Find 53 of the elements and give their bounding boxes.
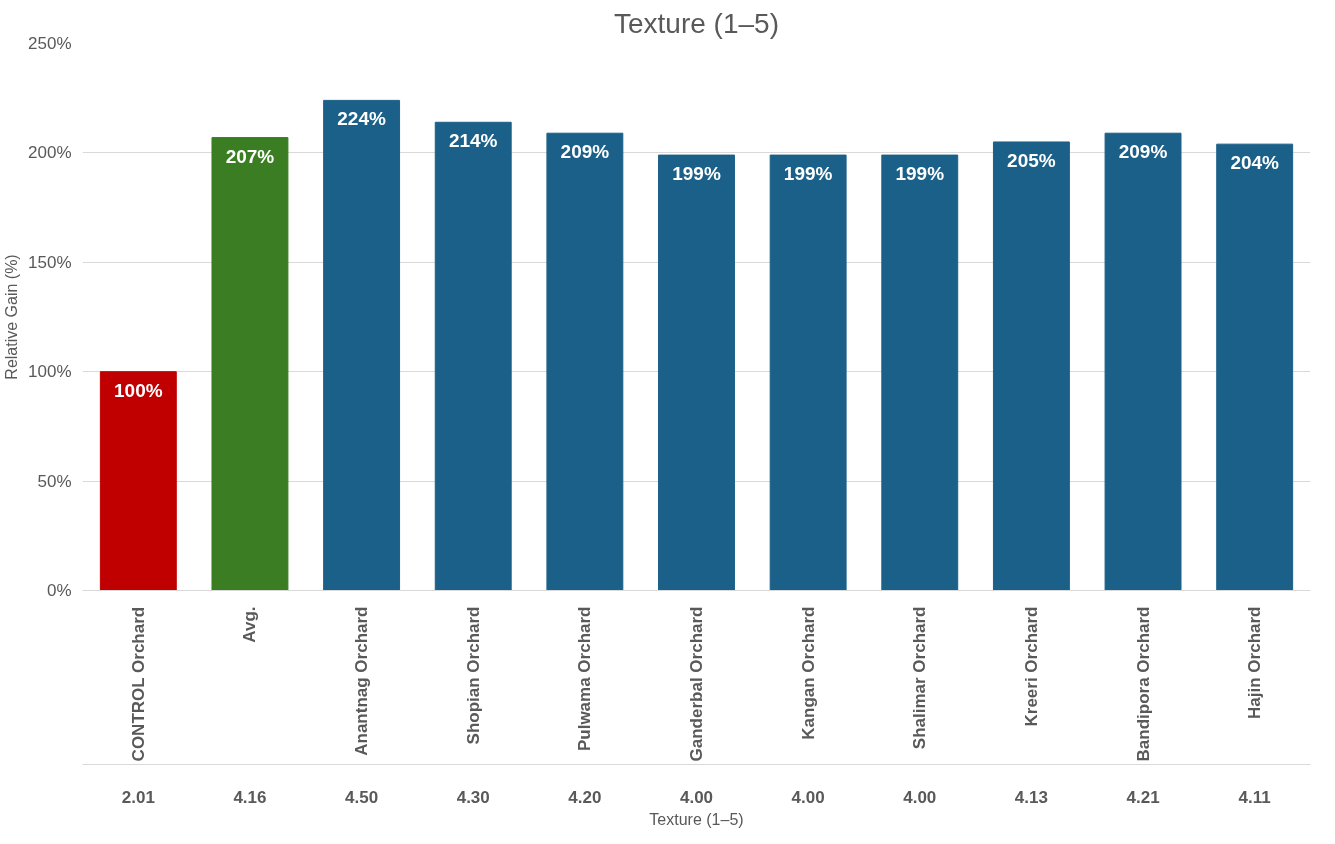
data-label: 199%: [672, 163, 721, 185]
bar: [323, 99, 401, 591]
data-label: 204%: [1230, 152, 1280, 174]
y-axis-title: Relative Gain (%): [3, 254, 21, 380]
x-axis-title: Texture (1–5): [649, 810, 744, 828]
x-tick-label: Hajin Orchard: [1245, 606, 1265, 719]
bar: [1216, 143, 1294, 591]
data-label: 209%: [560, 141, 610, 163]
data-label: 199%: [783, 163, 833, 185]
text: 4.50: [345, 787, 379, 807]
bar: [546, 132, 624, 591]
bar: [992, 141, 1070, 591]
x-tick-label: Kreeri Orchard: [1021, 606, 1041, 727]
data-label: 214%: [448, 130, 498, 152]
chart-title: Texture (1–5): [614, 7, 779, 39]
data-label: 100%: [114, 379, 163, 401]
bar: [658, 154, 735, 591]
y-tick-label: 200%: [28, 143, 72, 163]
y-tick-label: 100%: [28, 362, 72, 382]
data-label: 207%: [225, 145, 275, 167]
x-tick-label: Shalimar Orchard: [910, 606, 930, 750]
text: 4.20: [568, 787, 602, 807]
x-tick-label: Anantnag Orchard: [352, 606, 372, 756]
data-label: 224%: [337, 108, 386, 130]
y-tick-label: 50%: [37, 471, 72, 491]
y-tick-label: 250%: [28, 34, 72, 53]
text: 4.00: [791, 787, 825, 807]
y-tick-label: 0%: [46, 581, 72, 600]
text: 4.00: [679, 787, 714, 807]
bar: [881, 154, 959, 591]
bar: [99, 371, 177, 591]
x-tick-label: Bandipora Orchard: [1133, 606, 1153, 762]
data-label: 205%: [1007, 149, 1056, 171]
text: 2.01: [121, 787, 155, 807]
text: 4.21: [1126, 787, 1160, 807]
x-tick-label: CONTROL Orchard: [128, 606, 148, 762]
x-tick-label: Shopian Orchard: [463, 606, 483, 745]
x-tick-label: Pulwama Orchard: [575, 606, 595, 752]
x-tick-label: Avg.: [240, 606, 260, 643]
text: 4.30: [456, 787, 490, 807]
text: 4.00: [903, 787, 937, 807]
bar: [434, 121, 512, 591]
text: 4.11: [1238, 787, 1271, 807]
data-label: 199%: [895, 163, 945, 185]
y-tick-label: 150%: [28, 252, 72, 272]
x-tick-label: Ganderbal Orchard: [687, 606, 706, 762]
bar: [769, 154, 847, 591]
x-tick-label: Kangan Orchard: [798, 606, 818, 740]
bar: [211, 137, 289, 591]
data-label: 209%: [1118, 141, 1168, 163]
text: 4.16: [233, 787, 267, 807]
bar: [1104, 132, 1182, 591]
text: 4.13: [1014, 787, 1048, 807]
